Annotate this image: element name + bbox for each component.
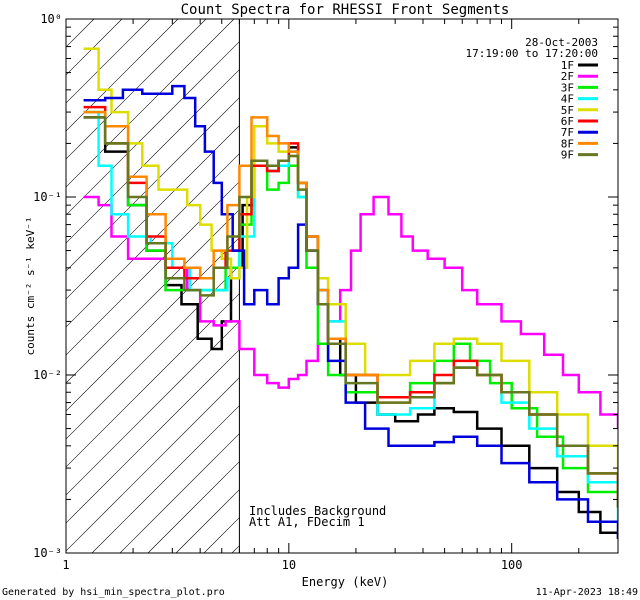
series-line-7f — [83, 84, 618, 539]
plot-frame — [65, 18, 619, 554]
x-axis-label: Energy (keV) — [302, 575, 389, 589]
legend-label-7f: 7F — [561, 126, 574, 139]
series-line-3f — [83, 110, 618, 508]
hatch-line — [66, 377, 240, 552]
annotation-attenuator: Att A1, FDecim 1 — [249, 515, 365, 529]
hatch-line — [66, 19, 95, 48]
legend-label-8f: 8F — [561, 137, 574, 150]
annotation-background: Includes Background — [249, 504, 386, 518]
time-range-label: 17:19:00 to 17:20:00 — [466, 47, 598, 60]
hatch-line — [66, 293, 240, 468]
series-layer — [83, 47, 618, 539]
series-line-8f — [83, 110, 618, 508]
y-tick-label: 10⁰ — [40, 12, 62, 26]
chart-title: Count Spectra for RHESSI Front Segments — [181, 2, 510, 18]
hatch-line — [66, 125, 240, 300]
hatch-line — [66, 237, 240, 412]
hatch-line — [119, 433, 240, 553]
y-tick-label: 10⁻³ — [33, 546, 62, 560]
series-line-2f — [83, 195, 618, 429]
hatch-line — [66, 181, 240, 356]
x-tick-label: 10 — [282, 558, 296, 572]
series-line-1f — [83, 116, 618, 539]
y-tick-label: 10⁻¹ — [33, 190, 62, 204]
hatch-line — [91, 405, 240, 553]
hatch-line — [66, 69, 240, 244]
legend-label-6f: 6F — [561, 115, 574, 128]
x-tick-label: 1 — [62, 558, 69, 572]
background-hatch-region — [66, 19, 240, 553]
hatch-line — [66, 349, 240, 524]
footer-timestamp: 11-Apr-2023 18:49 — [536, 587, 638, 598]
x-tick-label: 100 — [501, 558, 523, 572]
legend-label-2f: 2F — [561, 70, 574, 83]
legend-label-3f: 3F — [561, 81, 574, 94]
hatch-line — [66, 209, 240, 384]
hatch-line — [66, 153, 240, 328]
legend-label-5f: 5F — [561, 104, 574, 117]
axis-ticks: 1 10 100 10⁻³ 10⁻² 10⁻¹ 10⁰ — [33, 12, 619, 572]
y-tick-label: 10⁻² — [33, 368, 62, 382]
legend-label-9f: 9F — [561, 149, 574, 162]
hatch-line — [66, 321, 240, 496]
hatch-line — [66, 41, 240, 216]
hatch-line — [203, 517, 240, 553]
footer-generated-by: Generated by hsi_min_spectra_plot.pro — [2, 587, 225, 598]
series-line-9f — [83, 116, 618, 508]
hatch-line — [66, 19, 235, 188]
hatch-line — [66, 19, 151, 104]
hatch-line — [66, 97, 240, 272]
hatch-line — [147, 461, 240, 553]
legend-label-4f: 4F — [561, 93, 574, 106]
y-axis-label: counts cm⁻² s⁻¹ keV⁻¹ — [24, 216, 37, 355]
series-line-6f — [83, 105, 618, 500]
date-label: 28-Oct-2003 — [525, 36, 598, 49]
legend-label-1f: 1F — [561, 59, 574, 72]
hatch-line — [66, 19, 207, 160]
hatch-line — [66, 265, 240, 440]
